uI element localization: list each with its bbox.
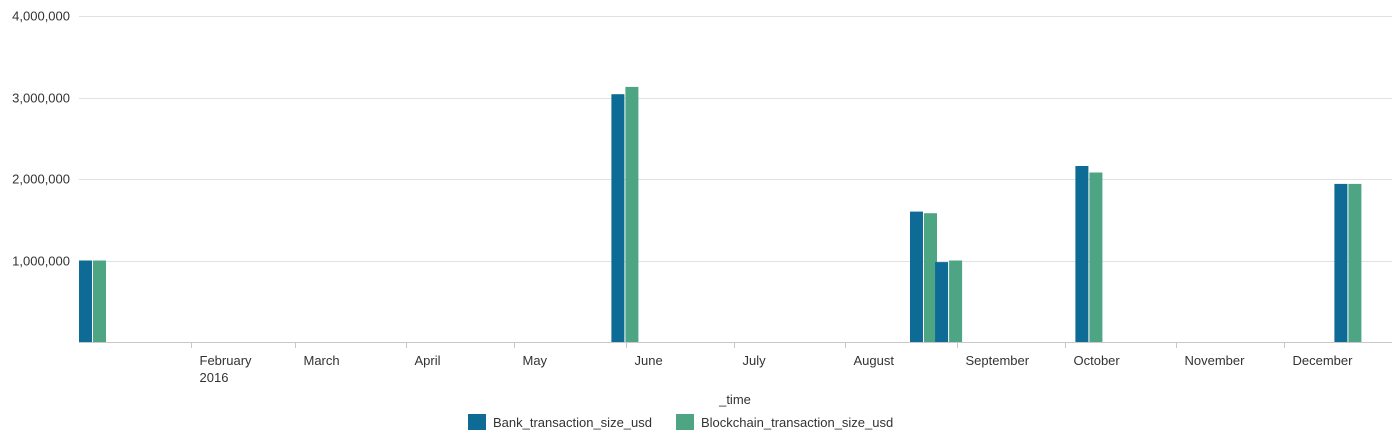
x-axis-title: _time [718,392,751,407]
x-tick-labels: February 2016 March April May June July August S… [200,353,1354,385]
y-tick-label: 2,000,000 [12,172,70,187]
grid-lines [79,16,1392,262]
x-tick-label: November [1185,353,1246,368]
bar-blockchain[interactable]: Blockchain_transaction_size_usd: 1,580,0… [924,213,937,342]
bar-blockchain[interactable]: Blockchain_transaction_size_usd: 1,940,0… [1348,183,1362,342]
bar-bank[interactable]: Bank_transaction_size_usd: 3,040,000 [611,94,625,342]
x-tick-label: April [415,353,441,368]
bar-bank[interactable]: Bank_transaction_size_usd: 1,000,000 [79,260,92,343]
bar-blockchain[interactable]: Blockchain_transaction_size_usd: 2,080,0… [1089,172,1103,343]
x-tick-label: September [966,353,1030,368]
bar-blockchain[interactable]: Blockchain_transaction_size_usd: 3,130,0… [625,86,639,343]
x-tick-label: August [854,353,895,368]
y-tick-label: 3,000,000 [12,91,70,106]
x-tick-label: June [635,353,663,368]
bar-bank[interactable]: Bank_transaction_size_usd: 980,000 [935,262,949,342]
bar-bank[interactable]: Bank_transaction_size_usd: 2,160,000 [1075,166,1089,342]
y-tick-label: 4,000,000 [12,9,70,24]
x-tick-sublabel: 2016 [200,370,229,385]
bar-blockchain[interactable]: Blockchain_transaction_size_usd: 1,000,0… [949,260,963,343]
legend-label: Bank_transaction_size_usd [493,415,652,430]
bar-blockchain[interactable]: Blockchain_transaction_size_usd: 1,000,0… [93,260,106,343]
axes [79,342,1392,348]
y-tick-label: 1,000,000 [12,254,70,269]
x-tick-label: March [304,353,340,368]
y-tick-labels: 1,000,000 2,000,000 3,000,000 4,000,000 [12,9,70,269]
bars[interactable]: Bank_transaction_size_usd: 1,000,000Bloc… [79,86,1362,343]
x-tick-label: December [1293,353,1354,368]
x-tick-label: October [1074,353,1121,368]
legend-swatch [676,414,694,430]
legend: Bank_transaction_size_usd Blockchain_tran… [468,414,893,430]
legend-label: Blockchain_transaction_size_usd [701,415,893,430]
bar-bank[interactable]: Bank_transaction_size_usd: 1,600,000 [910,211,923,342]
x-tick-label: February [200,353,253,368]
x-tick-label: May [523,353,548,368]
legend-swatch [468,414,486,430]
bar-bank[interactable]: Bank_transaction_size_usd: 1,940,000 [1334,183,1348,342]
x-tick-label: July [743,353,767,368]
